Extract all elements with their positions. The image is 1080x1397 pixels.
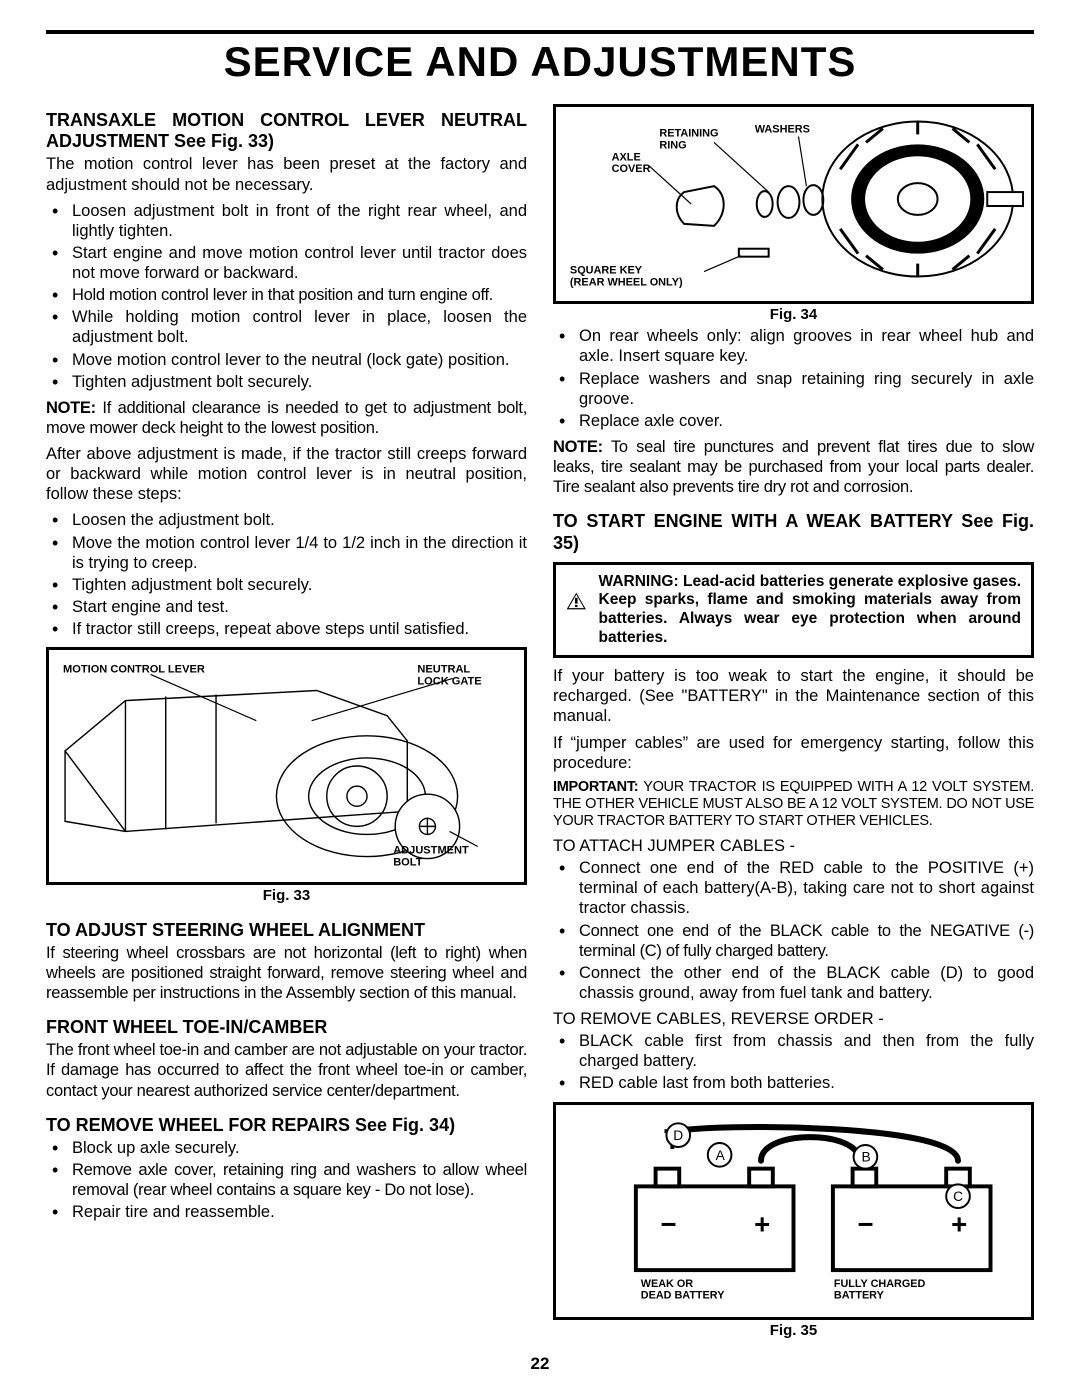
fig33-adj-label2: BOLT	[393, 857, 423, 869]
sec-steering-heading: TO ADJUST STEERING WHEEL ALIGNMENT	[46, 920, 527, 941]
warning-icon	[566, 573, 587, 629]
list-item: While holding motion control lever in pl…	[46, 307, 527, 347]
list-item: Loosen adjustment bolt in front of the r…	[46, 201, 527, 241]
fig35-weak1: WEAK OR	[641, 1277, 694, 1289]
list-item: Replace axle cover.	[553, 411, 1034, 431]
list-item: Connect one end of the RED cable to the …	[553, 858, 1034, 918]
fig35-minus1: −	[661, 1208, 677, 1239]
fig34-axlecover2: COVER	[612, 163, 651, 175]
fig34-axlecover1: AXLE	[612, 151, 641, 163]
fig35-C: C	[953, 1189, 963, 1204]
list-item: Tighten adjustment bolt securely.	[46, 372, 527, 392]
list-item: Move the motion control lever 1/4 to 1/2…	[46, 533, 527, 573]
fig34-box: RETAINING RING WASHERS AXLE COVER SQUARE…	[553, 104, 1034, 304]
note-body: If additional clearance is needed to get…	[46, 399, 527, 437]
sec-weakbattery-important: IMPORTANT: YOUR TRACTOR IS EQUIPPED WITH…	[553, 779, 1034, 830]
sec-wheelreplace-note: NOTE: To seal tire punctures and prevent…	[553, 437, 1034, 497]
top-rule	[46, 30, 1034, 34]
sec-weakbattery-heading: TO START ENGINE WITH A WEAK BATTERY See …	[553, 511, 1034, 553]
list-item: Connect one end of the BLACK cable to th…	[553, 921, 1034, 961]
sec-weakbattery-para2: If “jumper cables” are used for emergenc…	[553, 733, 1034, 773]
sec-transaxle-heading: TRANSAXLE MOTION CONTROL LEVER NEUTRAL A…	[46, 110, 527, 152]
fig33-nlg-label2: LOCK GATE	[417, 676, 481, 688]
fig34-washers: WASHERS	[755, 123, 810, 135]
remove-cables-label: TO REMOVE CABLES, REVERSE ORDER -	[553, 1009, 1034, 1029]
fig34-svg: RETAINING RING WASHERS AXLE COVER SQUARE…	[560, 111, 1027, 297]
list-item: BLACK cable first from chassis and then …	[553, 1031, 1034, 1071]
attach-cables-label: TO ATTACH JUMPER CABLES -	[553, 836, 1034, 856]
sec-toein-body: The front wheel toe-in and camber are no…	[46, 1040, 527, 1100]
fig35-A: A	[716, 1147, 726, 1162]
left-column: TRANSAXLE MOTION CONTROL LEVER NEUTRAL A…	[46, 96, 527, 1340]
page-title: Service And Adjustments	[46, 38, 1034, 86]
list-item: RED cable last from both batteries.	[553, 1073, 1034, 1093]
sec-transaxle-para2: After above adjustment is made, if the t…	[46, 444, 527, 504]
sec-wheelreplace-bullets: On rear wheels only: align grooves in re…	[553, 326, 1034, 431]
fig35-D: D	[673, 1128, 683, 1143]
fig33-mcl-label: MOTION CONTROL LEVER	[63, 664, 205, 676]
list-item: Connect the other end of the BLACK cable…	[553, 963, 1034, 1003]
manual-page: Service And Adjustments TRANSAXLE MOTION…	[0, 0, 1080, 1394]
list-item: Replace washers and snap retaining ring …	[553, 369, 1034, 409]
sec-weakbattery-para1: If your battery is too weak to start the…	[553, 666, 1034, 726]
list-item: Remove axle cover, retaining ring and wa…	[46, 1160, 527, 1200]
fig33-svg: MOTION CONTROL LEVER NEUTRAL LOCK GATE A…	[55, 656, 518, 876]
page-number: 22	[46, 1354, 1034, 1374]
sec-transaxle-bullets1: Loosen adjustment bolt in front of the r…	[46, 201, 527, 392]
fig34-label: Fig. 34	[553, 306, 1034, 324]
note-body: To seal tire punctures and prevent flat …	[553, 438, 1034, 496]
fig33-label: Fig. 33	[46, 887, 527, 905]
list-item: Hold motion control lever in that positi…	[46, 285, 527, 305]
warning-text: WARNING: Lead-acid batteries generate ex…	[599, 573, 1021, 647]
sec-transaxle-note1: NOTE: If additional clearance is needed …	[46, 398, 527, 438]
fig33-nlg-label1: NEUTRAL	[417, 664, 470, 676]
list-item: Tighten adjustment bolt securely.	[46, 575, 527, 595]
fig35-box: A B C D − + − + WEAK OR DEAD BATTERY FUL…	[553, 1102, 1034, 1320]
fig33-box: MOTION CONTROL LEVER NEUTRAL LOCK GATE A…	[46, 647, 527, 885]
fig35-svg: A B C D − + − + WEAK OR DEAD BATTERY FUL…	[562, 1111, 1025, 1311]
fig35-weak2: DEAD BATTERY	[641, 1289, 725, 1301]
fig35-full2: BATTERY	[834, 1289, 885, 1301]
warning-label: WARNING:	[599, 573, 679, 590]
sec-transaxle-intro: The motion control lever has been preset…	[46, 154, 527, 194]
fig33-adj-label1: ADJUSTMENT	[393, 845, 469, 857]
warning-box: WARNING: Lead-acid batteries generate ex…	[553, 562, 1034, 658]
remove-cables-bullets: BLACK cable first from chassis and then …	[553, 1031, 1034, 1093]
sec-removewheel-heading: TO REMOVE WHEEL FOR REPAIRS See Fig. 34)	[46, 1115, 527, 1136]
sec-removewheel-bullets: Block up axle securely. Remove axle cove…	[46, 1138, 527, 1223]
fig35-label: Fig. 35	[553, 1322, 1034, 1340]
fig35-full1: FULLY CHARGED	[834, 1277, 926, 1289]
list-item: Start engine and test.	[46, 597, 527, 617]
list-item: Loosen the adjustment bolt.	[46, 510, 527, 530]
fig34-sqkey1: SQUARE KEY	[570, 265, 643, 277]
fig34-retaining2: RING	[659, 139, 686, 151]
list-item: Move motion control lever to the neutral…	[46, 350, 527, 370]
attach-cables-bullets: Connect one end of the RED cable to the …	[553, 858, 1034, 1003]
fig35-plus1: +	[754, 1208, 770, 1239]
list-item: Block up axle securely.	[46, 1138, 527, 1158]
list-item: If tractor still creeps, repeat above st…	[46, 619, 527, 639]
note-label: NOTE:	[46, 399, 96, 417]
list-item: Repair tire and reassemble.	[46, 1202, 527, 1222]
sec-steering-body: If steering wheel crossbars are not hori…	[46, 943, 527, 1003]
fig35-minus2: −	[858, 1208, 874, 1239]
list-item: Start engine and move motion control lev…	[46, 243, 527, 283]
sec-toein-heading: FRONT WHEEL TOE-IN/CAMBER	[46, 1017, 527, 1038]
sec-transaxle-bullets2: Loosen the adjustment bolt. Move the mot…	[46, 510, 527, 639]
right-column: RETAINING RING WASHERS AXLE COVER SQUARE…	[553, 96, 1034, 1340]
fig35-B: B	[861, 1149, 870, 1164]
fig34-retaining1: RETAINING	[659, 127, 718, 139]
fig34-sqkey2: (REAR WHEEL ONLY)	[570, 276, 683, 288]
list-item: On rear wheels only: align grooves in re…	[553, 326, 1034, 366]
fig35-plus2: +	[951, 1208, 967, 1239]
note-label: NOTE:	[553, 438, 603, 456]
two-columns: TRANSAXLE MOTION CONTROL LEVER NEUTRAL A…	[46, 96, 1034, 1340]
important-label: IMPORTANT:	[553, 779, 638, 795]
